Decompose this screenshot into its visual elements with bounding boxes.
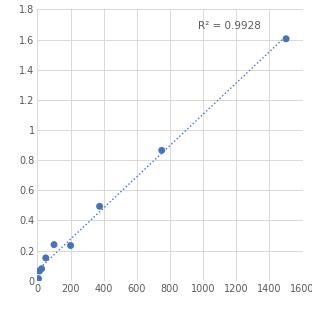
Point xyxy=(39,266,44,271)
Point xyxy=(68,243,73,248)
Point xyxy=(43,256,48,261)
Point xyxy=(37,269,42,274)
Point xyxy=(51,242,56,247)
Point xyxy=(159,148,164,153)
Point xyxy=(97,204,102,209)
Point xyxy=(36,276,41,281)
Point xyxy=(284,36,289,41)
Text: R² = 0.9928: R² = 0.9928 xyxy=(198,22,261,32)
